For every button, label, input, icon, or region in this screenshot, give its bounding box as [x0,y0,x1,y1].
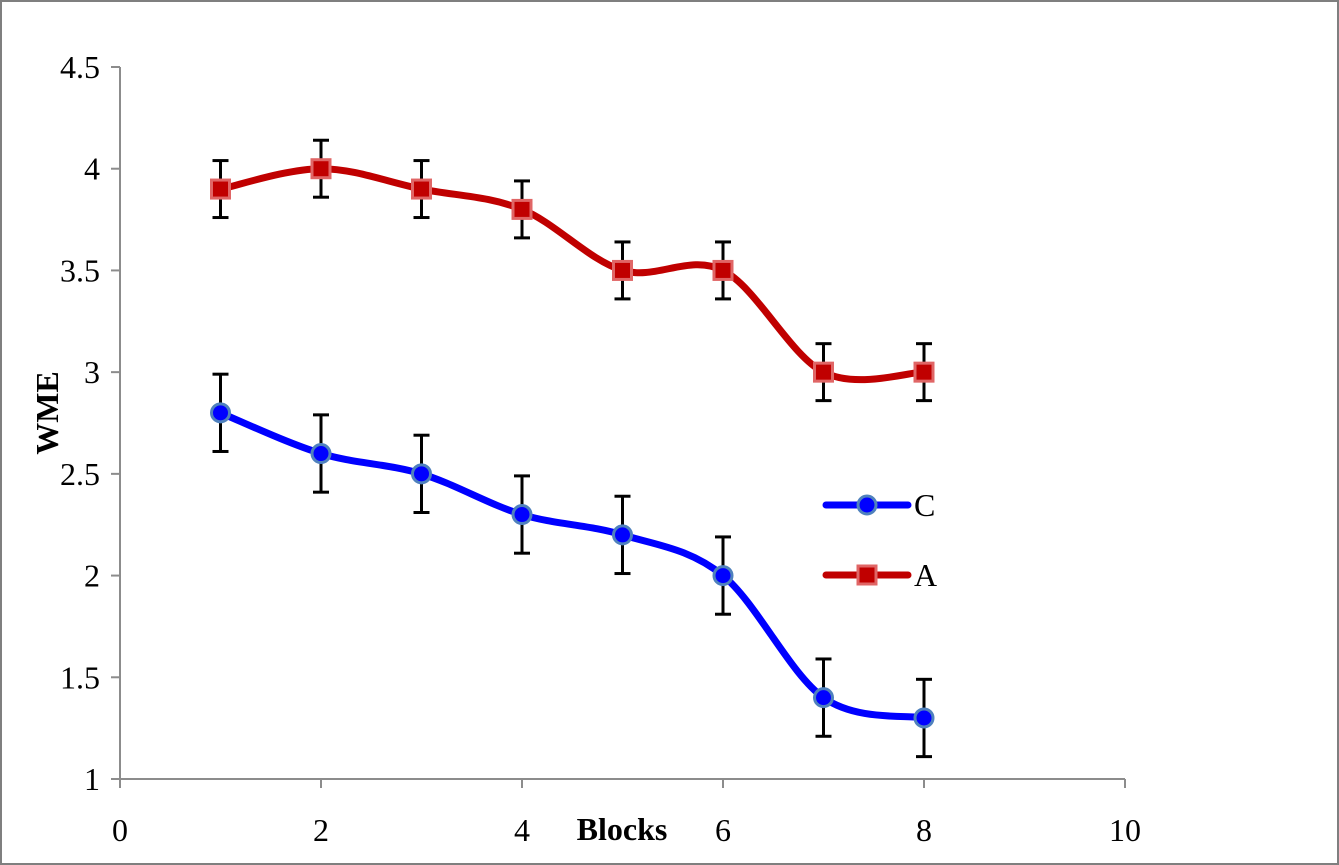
y-tick-label: 2 [84,558,100,594]
legend-label: A [914,557,937,593]
y-tick-label: 1.5 [60,659,100,695]
data-point-C [511,504,533,526]
data-point-A [310,158,332,180]
y-tick-label: 3.5 [60,252,100,288]
series-layer [210,138,935,759]
y-tick-label: 4 [84,151,100,187]
data-point-A [712,259,734,281]
data-point-A [813,361,834,383]
axes: 1 1.5 2 2.5 3 3.5 4 4.5 0 2 4 6 8 10 [60,49,1141,848]
y-tick-label: 4.5 [60,49,100,85]
series-A [210,138,935,403]
legend-item-C: C [822,487,935,523]
legend: CA [822,487,937,593]
series-line-C [217,409,928,722]
data-point-C [813,687,834,709]
y-axis-title: WME [29,371,65,455]
y-ticks: 1 1.5 2 2.5 3 3.5 4 4.5 [60,49,120,797]
legend-marker [856,564,878,586]
y-tick-label: 2.5 [60,456,100,492]
data-point-A [913,361,935,383]
series-line-A [217,165,928,384]
data-point-C [712,565,734,587]
y-tick-label: 3 [84,354,100,390]
legend-item-A: A [822,557,937,593]
x-axis-title: Blocks [577,811,668,847]
data-point-A [612,259,633,281]
series-C [210,372,935,759]
data-point-A [210,178,231,200]
legend-marker [856,494,878,516]
x-tick-label: 6 [715,812,731,848]
x-tick-label: 4 [514,812,530,848]
legend-label: C [914,487,935,523]
data-point-C [210,402,231,424]
data-point-A [411,178,432,200]
x-tick-label: 10 [1109,812,1141,848]
data-point-C [612,524,633,546]
data-point-C [411,463,432,485]
x-ticks: 0 2 4 6 8 10 [112,779,1141,848]
x-tick-label: 8 [916,812,932,848]
x-tick-label: 2 [313,812,329,848]
data-point-A [511,198,533,220]
x-tick-label: 0 [112,812,128,848]
data-point-C [913,707,935,729]
data-point-C [310,443,332,465]
y-tick-label: 1 [84,761,100,797]
